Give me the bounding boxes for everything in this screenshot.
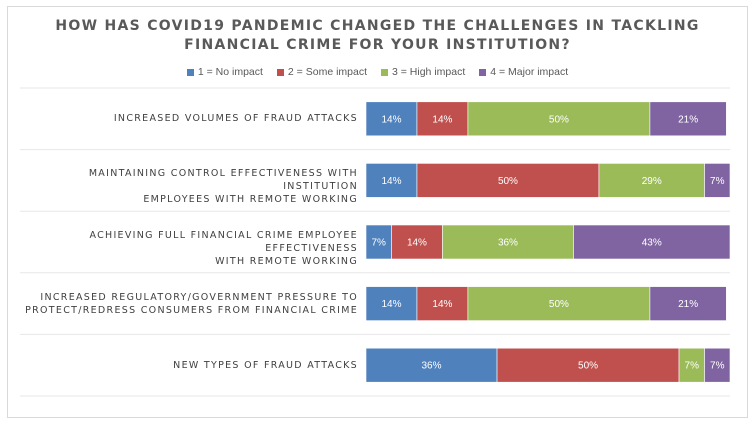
bar-segment-2-4 [704,163,731,198]
data-label-3-4: 43% [642,238,662,249]
bar-segment-3-1 [365,224,392,260]
bar-segment-3-3 [442,224,574,260]
data-label-5-1: 36% [422,361,442,372]
legend-label-2: 2 = Some impact [287,66,367,78]
legend-swatch-2 [276,68,284,76]
legend-label-4: 4 = Major impact [490,66,569,78]
data-label-2-4: 7% [710,176,725,187]
category-label-line: EMPLOYEES WITH REMOTE WORKING [143,194,358,206]
legend-item-3: 3 = High impact [381,66,465,78]
bar-segment-1-1 [365,101,418,137]
data-label-3-3: 36% [498,238,518,249]
data-label-2-1: 14% [381,176,401,187]
legend-item-2: 2 = Some impact [276,66,367,78]
category-label-line: INCREASED VOLUMES OF FRAUD ATTACKS [113,113,358,125]
legend-swatch-1 [186,68,194,76]
legend-item-4: 4 = Major impact [479,66,568,78]
category-label-1: INCREASED VOLUMES OF FRAUD ATTACKS [20,112,358,125]
category-label-line: PROTECT/REDRESS CONSUMERS FROM FINANCIAL… [25,304,358,316]
bar-segment-3-4 [573,224,731,260]
bar-segment-2-2 [416,163,600,198]
chart-title-line-2: FINANCIAL CRIME FOR YOUR INSTITUTION? [184,37,571,53]
category-label-line: ACHIEVING FULL FINANCIAL CRIME EMPLOYEE … [89,230,358,254]
data-label-5-3: 7% [685,361,700,372]
category-label-5: NEW TYPES OF FRAUD ATTACKS [20,359,358,372]
legend-item-1: 1 = No impact [186,66,263,78]
data-label-4-3: 50% [549,299,569,310]
data-label-4-1: 14% [381,299,401,310]
bar-segment-5-1 [365,347,498,383]
bar-segment-4-3 [467,286,651,321]
data-label-1-1: 14% [381,114,401,125]
bar-segment-5-3 [678,347,705,383]
category-label-line: MAINTAINING CONTROL EFFECTIVENESS WITH I… [88,168,358,193]
category-label-line: NEW TYPES OF FRAUD ATTACKS [173,359,358,371]
data-label-4-2: 14% [432,299,452,310]
chart-legend: 1 = No impact 2 = Some impact 3 = High imp… [0,66,755,78]
bar-segment-1-4 [649,101,727,137]
bar-segment-5-4 [704,347,731,383]
data-label-2-3: 29% [642,176,662,187]
bar-segment-2-1 [365,163,418,198]
data-label-5-4: 7% [710,361,725,372]
data-label-2-2: 50% [498,176,518,187]
category-label-3: ACHIEVING FULL FINANCIAL CRIME EMPLOYEE … [20,229,358,268]
bar-segment-3-2 [391,224,443,260]
legend-label-1: 1 = No impact [197,66,263,78]
chart-title-line-1: HOW HAS COVID19 PANDEMIC CHANGED THE CHA… [55,18,700,34]
data-label-5-2: 50% [578,361,598,372]
category-label-line: WITH REMOTE WORKING [215,256,358,267]
bar-segment-1-3 [467,101,651,137]
bar-segment-4-1 [365,286,418,321]
data-label-4-4: 21% [678,299,698,310]
bar-segment-4-2 [416,286,469,321]
category-label-4: INCREASED REGULATORY/GOVERNMENT PRESSURE… [20,291,358,317]
data-label-3-1: 7% [372,238,387,249]
data-label-1-2: 14% [432,114,452,125]
bar-segment-4-4 [649,286,727,321]
bar-segment-1-2 [416,101,469,137]
category-label-line: INCREASED REGULATORY/GOVERNMENT PRESSURE… [40,291,358,303]
category-label-2: MAINTAINING CONTROL EFFECTIVENESS WITH I… [20,167,358,206]
legend-swatch-3 [381,68,388,76]
bar-segment-5-2 [496,347,680,383]
bar-segment-2-3 [598,163,705,198]
data-label-1-3: 50% [549,114,569,125]
data-label-3-2: 14% [407,238,427,249]
data-label-1-4: 21% [678,114,698,125]
legend-label-3: 3 = High impact [392,66,466,78]
legend-swatch-4 [479,68,487,76]
